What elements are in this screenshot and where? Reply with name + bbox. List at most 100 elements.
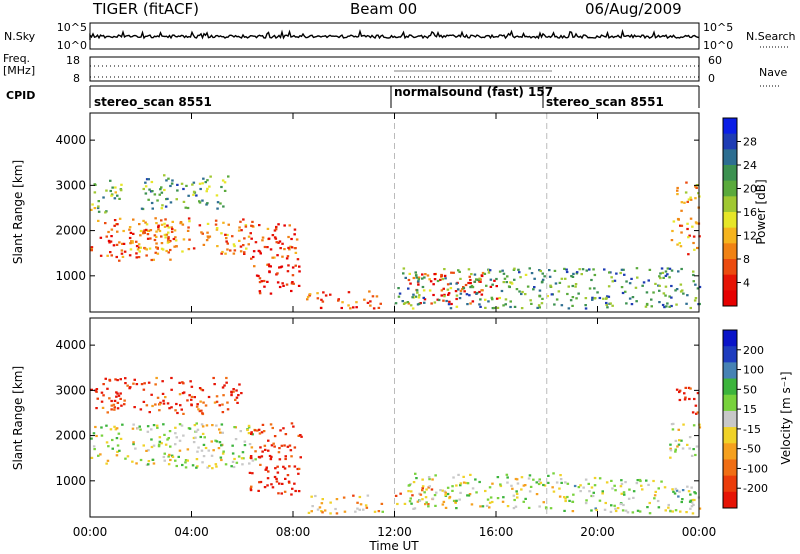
velocity-cell (696, 392, 700, 395)
velocity-cell (622, 491, 626, 494)
power-cell (158, 229, 162, 233)
velocity-cell (408, 500, 412, 503)
velocity-cell (566, 482, 570, 485)
power-cell (123, 250, 127, 253)
velocity-cell (636, 509, 640, 512)
power-cell (142, 187, 145, 191)
velocity-cell (563, 509, 566, 512)
power-cell (478, 303, 481, 306)
velocity-cell (481, 505, 485, 508)
power-cell (214, 223, 218, 226)
power-cell (657, 284, 660, 287)
velocity-cell (267, 439, 270, 442)
velocity-cell (427, 503, 430, 506)
power-cell (164, 218, 167, 221)
velocity-cell (117, 394, 121, 397)
velocity-cell (538, 480, 541, 483)
power-cell (99, 254, 103, 257)
velocity-cell (412, 481, 416, 484)
velocity-cell (176, 411, 179, 415)
velocity-cell (648, 512, 652, 515)
velocity-cell (275, 480, 279, 483)
power-cell (188, 220, 191, 223)
velocity-cell (669, 447, 672, 450)
power-cell (148, 247, 152, 250)
power-cell (555, 298, 559, 301)
power-cell (417, 283, 420, 286)
power-cell (418, 302, 421, 305)
velocity-cell (592, 491, 595, 494)
velocity-cell (459, 484, 462, 487)
velocity-cell (538, 505, 541, 508)
velocity-cell (264, 448, 267, 451)
power-cell (509, 300, 512, 303)
power-cell (620, 286, 624, 289)
velocity-cell (119, 437, 123, 440)
velocity-cell (271, 486, 275, 489)
velocity-cell (418, 499, 422, 502)
power-cell (161, 204, 164, 207)
power-cell (661, 303, 665, 307)
power-cell (679, 290, 683, 293)
power-cell (242, 244, 245, 247)
velocity-cell (471, 487, 475, 490)
velocity-cell (488, 486, 492, 489)
velocity-cell (695, 412, 698, 415)
velocity-cell (692, 424, 696, 427)
velocity-cell (410, 490, 413, 493)
power-cell (205, 239, 209, 242)
velocity-cell (178, 381, 181, 384)
power-cell (443, 293, 446, 296)
velocity-cell (242, 457, 245, 460)
power-colorbar-tick-label: 12 (743, 230, 757, 243)
velocity-cell (257, 455, 261, 459)
velocity-cell (334, 507, 337, 511)
velocity-cell (290, 455, 293, 458)
power-cell (663, 306, 666, 309)
velocity-cell (343, 510, 347, 513)
velocity-cell (105, 441, 109, 444)
power-cell (659, 277, 662, 280)
power-cell (201, 232, 204, 235)
power-cell (692, 241, 695, 245)
velocity-cell (188, 394, 191, 397)
power-cell (517, 268, 520, 271)
velocity-cell (234, 438, 238, 441)
power-cell (679, 283, 683, 286)
power-cell (500, 289, 504, 293)
velocity-cell (628, 488, 631, 491)
velocity-cell (267, 470, 270, 473)
power-cell (298, 265, 301, 268)
power-cell (415, 274, 418, 277)
velocity-cell (552, 490, 556, 493)
velocity-cell (506, 505, 510, 508)
power-cell (349, 307, 352, 310)
velocity-cell (174, 426, 177, 429)
power-cell (440, 289, 444, 292)
velocity-cell (140, 383, 144, 386)
velocity-cell (653, 494, 657, 497)
power-cell (475, 278, 478, 281)
power-cell (288, 248, 291, 251)
velocity-cell (202, 455, 206, 458)
velocity-cell (421, 489, 424, 492)
power-cell (142, 219, 145, 222)
power-cell (480, 289, 483, 292)
power-cell (151, 190, 154, 193)
power-cell (548, 269, 551, 272)
velocity-cell (152, 462, 156, 465)
velocity-cell (201, 432, 205, 435)
velocity-cell (95, 407, 98, 410)
power-cell (258, 250, 262, 253)
velocity-cell (179, 404, 182, 407)
power-cell (258, 290, 262, 293)
power-cell (182, 200, 186, 203)
velocity-cell (178, 439, 182, 442)
power-cell (645, 291, 649, 294)
power-cell (664, 274, 668, 277)
power-cell (571, 275, 575, 278)
power-cell (171, 220, 174, 223)
velocity-cell (170, 388, 173, 391)
power-cell (688, 234, 691, 237)
power-cell (513, 305, 517, 308)
